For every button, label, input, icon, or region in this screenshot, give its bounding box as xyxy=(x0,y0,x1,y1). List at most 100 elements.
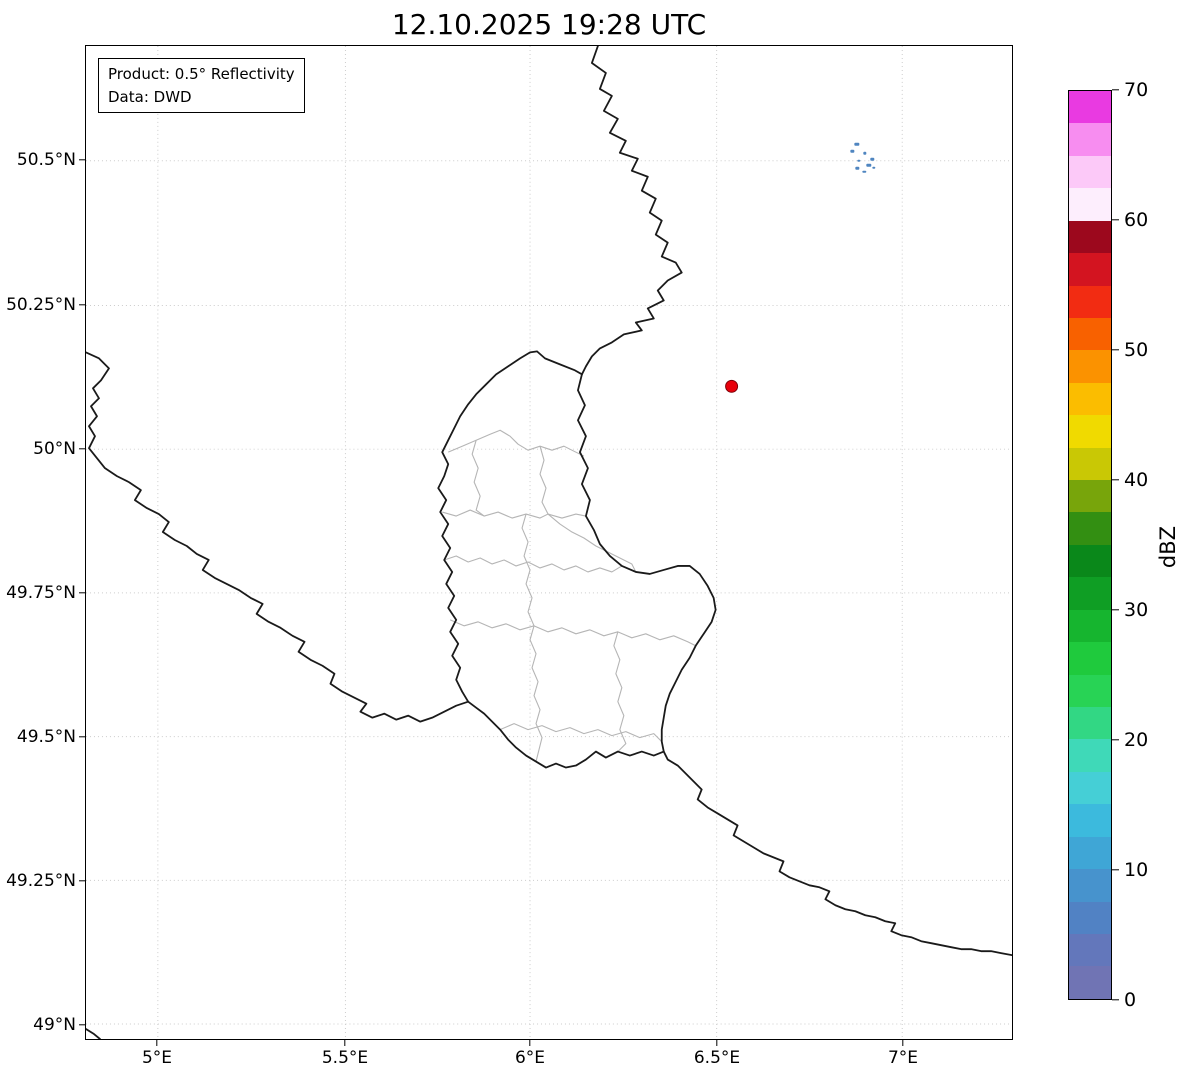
colorbar-segment xyxy=(1069,415,1111,448)
canton-border xyxy=(444,555,623,573)
reflectivity-echo xyxy=(866,163,872,167)
canton-border xyxy=(499,723,663,742)
reflectivity-echo xyxy=(872,166,876,169)
y-tick-label: 49.75°N xyxy=(6,583,76,603)
colorbar-tick-label: 40 xyxy=(1124,469,1149,491)
colorbar-tick-label: 50 xyxy=(1124,339,1149,361)
colorbar-tick-mark xyxy=(1112,89,1119,91)
reflectivity-echo xyxy=(857,159,861,162)
colorbar-segment xyxy=(1069,480,1111,513)
canton-border xyxy=(613,631,627,752)
colorbar-segment xyxy=(1069,674,1111,708)
y-tick-label: 50.25°N xyxy=(6,295,76,315)
colorbar-segment xyxy=(1069,642,1111,675)
colorbar-segment xyxy=(1069,739,1111,772)
colorbar-tick-mark xyxy=(1112,349,1119,351)
colorbar-segment xyxy=(1069,91,1111,124)
x-tick-label: 5.5°E xyxy=(321,1048,369,1068)
colorbar-segment xyxy=(1069,577,1111,610)
colorbar-tick-label: 60 xyxy=(1124,209,1149,231)
colorbar-unit-label: dBZ xyxy=(1156,525,1180,569)
y-tick-label: 50.5°N xyxy=(16,150,76,170)
colorbar-tick-mark xyxy=(1112,609,1119,611)
map-canvas xyxy=(86,46,1012,1039)
y-tick-mark xyxy=(79,304,85,306)
colorbar-segment xyxy=(1069,188,1111,221)
product-label: Product: 0.5° Reflectivity xyxy=(108,65,295,83)
colorbar-tick-mark xyxy=(1112,869,1119,871)
y-tick-label: 49.25°N xyxy=(6,871,76,891)
canton-border xyxy=(471,440,485,517)
colorbar-segment xyxy=(1069,609,1111,643)
reflectivity-echo xyxy=(862,170,867,173)
colorbar-tick-label: 20 xyxy=(1124,729,1149,751)
colorbar-tick-mark xyxy=(1112,219,1119,221)
reflectivity-echo xyxy=(870,157,875,161)
colorbar-tick-label: 70 xyxy=(1124,79,1149,101)
y-tick-label: 49°N xyxy=(33,1015,76,1035)
colorbar-segment xyxy=(1069,544,1111,578)
canton-border xyxy=(442,509,587,519)
y-tick-label: 50°N xyxy=(33,439,76,459)
x-tick-mark xyxy=(716,1040,718,1046)
colorbar-segment xyxy=(1069,350,1111,383)
x-tick-label: 7°E xyxy=(887,1048,919,1068)
canton-border xyxy=(449,619,696,647)
x-tick-label: 5°E xyxy=(141,1048,173,1068)
canton-border xyxy=(529,625,543,762)
reflectivity-echo xyxy=(854,142,860,146)
colorbar-segment xyxy=(1069,382,1111,416)
data-source-label: Data: DWD xyxy=(108,87,192,106)
canton-border xyxy=(521,513,535,627)
colorbar-segment xyxy=(1069,317,1111,351)
colorbar-segment xyxy=(1069,804,1111,837)
y-tick-mark xyxy=(79,592,85,594)
x-tick-mark xyxy=(344,1040,346,1046)
country-border xyxy=(437,350,717,769)
y-tick-label: 49.5°N xyxy=(16,727,76,747)
country-border xyxy=(86,1028,101,1039)
y-tick-mark xyxy=(79,1024,85,1026)
colorbar-segment xyxy=(1069,447,1111,481)
colorbar-tick-label: 30 xyxy=(1124,599,1149,621)
canton-border xyxy=(539,446,549,515)
colorbar-segment xyxy=(1069,512,1111,545)
x-tick-label: 6.5°E xyxy=(693,1048,741,1068)
colorbar-segment xyxy=(1069,155,1111,189)
y-tick-mark xyxy=(79,736,85,738)
colorbar-tick-mark xyxy=(1112,479,1119,481)
x-tick-mark xyxy=(156,1040,158,1046)
product-info-box: Product: 0.5° Reflectivity Data: DWD xyxy=(98,58,305,113)
country-border xyxy=(86,351,470,723)
reflectivity-echo xyxy=(850,149,855,153)
colorbar-tick-label: 10 xyxy=(1124,859,1149,881)
y-tick-mark xyxy=(79,159,85,161)
reflectivity-echo xyxy=(863,151,867,155)
map-plot: Product: 0.5° Reflectivity Data: DWD xyxy=(85,45,1013,1040)
x-tick-mark xyxy=(902,1040,904,1046)
colorbar-tick-label: 0 xyxy=(1124,989,1137,1011)
colorbar-tick-mark xyxy=(1112,739,1119,741)
colorbar-segment xyxy=(1069,966,1111,999)
colorbar-segment xyxy=(1069,771,1111,805)
x-tick-label: 6°E xyxy=(514,1048,546,1068)
colorbar-segment xyxy=(1069,869,1111,902)
y-tick-mark xyxy=(79,880,85,882)
radar-site-marker xyxy=(725,379,739,393)
colorbar-segment xyxy=(1069,253,1111,286)
plot-title: 12.10.2025 19:28 UTC xyxy=(391,8,707,41)
canton-border xyxy=(448,429,585,457)
colorbar-segment xyxy=(1069,123,1111,156)
colorbar-segment xyxy=(1069,285,1111,318)
reflectivity-echo xyxy=(855,166,860,170)
country-border xyxy=(581,46,683,376)
country-border xyxy=(662,750,1012,957)
y-tick-mark xyxy=(79,448,85,450)
canton-border xyxy=(547,513,637,573)
colorbar-segment xyxy=(1069,933,1111,967)
x-tick-mark xyxy=(529,1040,531,1046)
colorbar-segment xyxy=(1069,707,1111,740)
colorbar-gradient xyxy=(1068,90,1112,1000)
colorbar-segment xyxy=(1069,836,1111,870)
